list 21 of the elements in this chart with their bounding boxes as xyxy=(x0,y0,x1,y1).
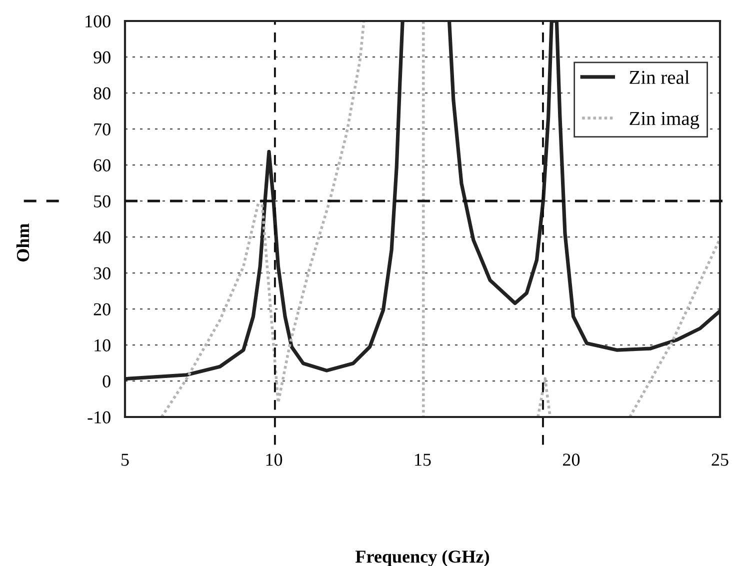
y-tick-label: 100 xyxy=(86,15,110,28)
y-tick-label: -10 xyxy=(88,411,110,424)
legend-label: Zin imag xyxy=(630,112,700,130)
y-tick-label: 60 xyxy=(94,159,110,172)
y-tick-label: 20 xyxy=(94,303,110,316)
x-axis-title: Frequency (GHz) xyxy=(356,550,489,566)
y-tick-label: 40 xyxy=(93,231,110,244)
y-tick-label: 80 xyxy=(94,87,110,100)
x-tick-label: 5 xyxy=(122,454,129,466)
x-tick-label: 10 xyxy=(266,454,282,466)
y-tick-label: 50 xyxy=(94,195,110,208)
y-tick-label: 0 xyxy=(102,375,110,388)
x-tick-label: 25 xyxy=(712,454,728,466)
x-tick-label: 20 xyxy=(563,454,580,466)
y-tick-label: 10 xyxy=(94,339,110,352)
y-tick-label: 90 xyxy=(94,51,110,64)
y-axis-title: Ohm xyxy=(16,224,30,262)
legend-label: Zin real xyxy=(630,70,690,84)
x-tick-label: 15 xyxy=(415,454,431,466)
y-tick-label: 30 xyxy=(94,267,110,280)
y-tick-label: 70 xyxy=(94,123,110,136)
